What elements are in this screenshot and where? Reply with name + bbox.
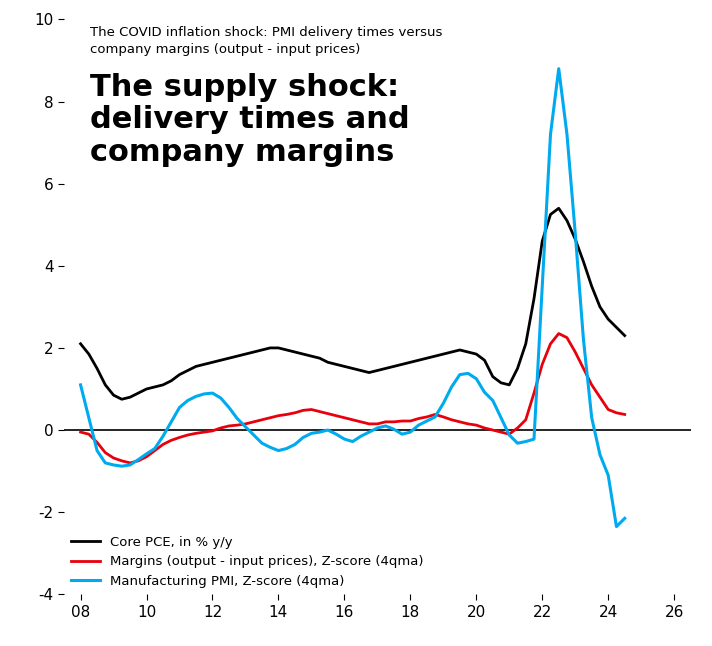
Text: The COVID inflation shock: PMI delivery times versus
company margins (output - i: The COVID inflation shock: PMI delivery … <box>90 26 443 56</box>
Legend: Core PCE, in % y/y, Margins (output - input prices), Z-score (4qma), Manufacturi: Core PCE, in % y/y, Margins (output - in… <box>70 536 424 588</box>
Text: The supply shock:
delivery times and
company margins: The supply shock: delivery times and com… <box>90 73 410 167</box>
